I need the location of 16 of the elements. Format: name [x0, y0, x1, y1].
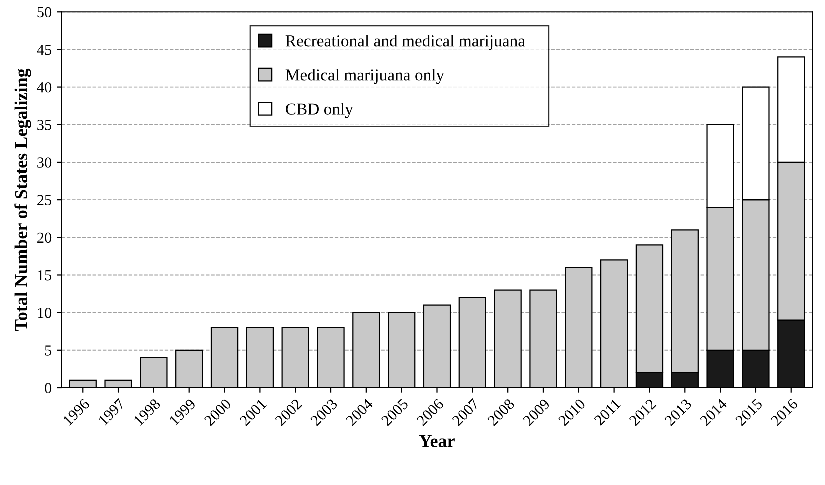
y-tick-label: 10: [38, 308, 52, 318]
y-tick-label: 30: [38, 158, 52, 168]
x-axis-title: Year: [420, 435, 455, 448]
legend-label: CBD only: [286, 103, 354, 118]
y-axis-title: Total Number of States Legalizing: [14, 68, 32, 332]
y-tick-label: 35: [38, 120, 52, 130]
legend-label: Medical marijuana only: [286, 69, 445, 84]
y-tick-label: 20: [38, 232, 52, 244]
legend-label: Recreational and medical marijuana: [286, 35, 526, 50]
y-tick-label: 45: [37, 44, 52, 56]
y-tick-label: 25: [38, 195, 52, 206]
y-tick-label: 50: [38, 7, 52, 18]
y-tick-label: 15: [38, 270, 52, 281]
y-tick-label: 40: [37, 82, 52, 93]
y-tick-label: 5: [45, 346, 52, 356]
y-tick-label: 0: [45, 383, 52, 394]
